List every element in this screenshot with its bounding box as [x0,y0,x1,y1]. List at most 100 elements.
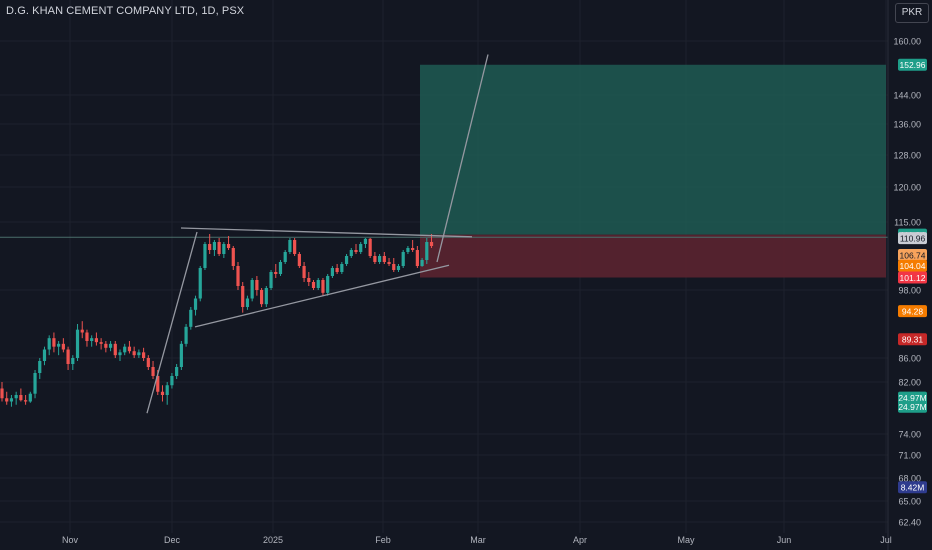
price-axis-badge-text: 104.04 [900,261,926,271]
candle-body [283,252,287,262]
candle-body [354,250,358,252]
price-axis-badge [898,481,927,494]
candle-body [269,272,273,288]
candle-body [231,248,235,266]
price-axis-badge [898,391,927,404]
price-axis-tick-label: 68.00 [898,474,921,484]
candle-body [335,268,339,272]
candle-body [175,367,179,376]
stop-loss-zone[interactable] [420,234,886,278]
candle-body [401,252,405,266]
price-labels: 152.96111.84110.96106.74104.04101.1294.2… [898,58,927,494]
candle-body [226,244,231,248]
candle-body [165,385,169,395]
candle-body [127,346,132,352]
candle-body [293,240,297,254]
candle-body [382,256,386,262]
candle-body [61,343,65,350]
candle-body [33,373,37,394]
time-axis-tick-label: Jun [777,535,792,545]
candle-body [132,351,136,356]
price-axis-badge [898,333,927,346]
candle-body [137,352,141,356]
price-axis-tick-label: 160.00 [893,37,921,47]
candle-body [326,276,330,293]
price-axis-tick-label: 98.00 [898,286,921,296]
candle-body [278,262,283,274]
breakout-projection-line[interactable] [436,54,489,263]
candle-body [104,343,108,348]
price-axis-badge [898,259,927,272]
triangle-upper-trendline[interactable] [180,227,473,238]
candle-body [264,288,268,305]
candle-body [9,398,14,402]
price-axis-badge [898,305,927,318]
price-axis-tick-label: 62.40 [898,518,921,528]
price-axis-tick-label: 74.00 [898,430,921,440]
candle-body [349,250,353,256]
time-axis-tick-label: Feb [375,535,391,545]
candle-body [241,286,245,307]
price-axis-tick-label: 128.00 [893,151,921,161]
price-axis-badge-text: 101.12 [900,273,926,283]
candle-body [373,256,377,262]
price-axis-badge-text: 94.28 [902,306,924,316]
price-axis-badge-text: 89.31 [902,335,924,345]
price-axis-tick-label: 71.00 [898,451,921,461]
candle-body [198,268,202,299]
candle-body [24,400,28,402]
price-axis-tick-label: 120.00 [893,183,921,193]
time-axis-tick-label: Mar [470,535,486,545]
candle-body [113,343,117,356]
candle-body [42,349,47,361]
candle-body [415,250,419,266]
candle-body [222,244,226,254]
candle-body [75,329,80,358]
candle-body [330,268,334,276]
candle-body [387,262,391,264]
candle-body [47,338,51,350]
candle-body [255,280,259,290]
candle-body [420,260,424,266]
time-axis-tick-label: Apr [573,535,587,545]
candle-body [85,332,89,341]
price-axis-badge-text: 110.96 [900,233,926,243]
candle-body [245,298,250,307]
currency-button[interactable]: PKR [895,3,929,23]
candle-body [28,393,32,402]
chart-title: D.G. KHAN CEMENT COMPANY LTD, 1D, PSX [6,5,245,17]
price-axis-tick-label: 86.00 [898,354,921,364]
time-axis-tick-label: Dec [164,535,181,545]
candle-body [99,342,103,344]
candle-body [288,240,292,252]
candle-body [344,256,349,264]
candle-body [108,343,113,348]
price-axis-badge [898,271,927,284]
candle-body [203,244,207,268]
candle-body [378,256,382,262]
time-axis-tick-label: Jul [880,535,892,545]
price-axis-badge [898,249,927,262]
candle-body [71,358,75,364]
flagpole-trendline[interactable] [146,231,198,414]
candle-body [429,242,434,246]
candle-body [0,388,4,399]
candle-body [90,338,94,341]
triangle-lower-trendline[interactable] [194,264,450,328]
candle-body [340,264,344,272]
candle-body [212,242,216,250]
candle-body [368,238,372,256]
price-axis-badge [898,58,927,71]
candle-body [189,309,193,327]
candle-body [38,361,42,373]
candle-body [321,280,325,293]
time-axis: Nov Dec 2025 Feb Mar Apr May Jun Jul [62,535,892,545]
candle-body [14,395,18,399]
price-axis: 160.00 144.00 136.00 128.00 120.00 115.00 98.0… [893,37,921,528]
price-axis-badge [898,400,927,413]
take-profit-zone[interactable] [420,64,886,235]
candle-body [274,272,278,274]
candle-body [297,254,301,266]
candle-body [179,343,183,367]
